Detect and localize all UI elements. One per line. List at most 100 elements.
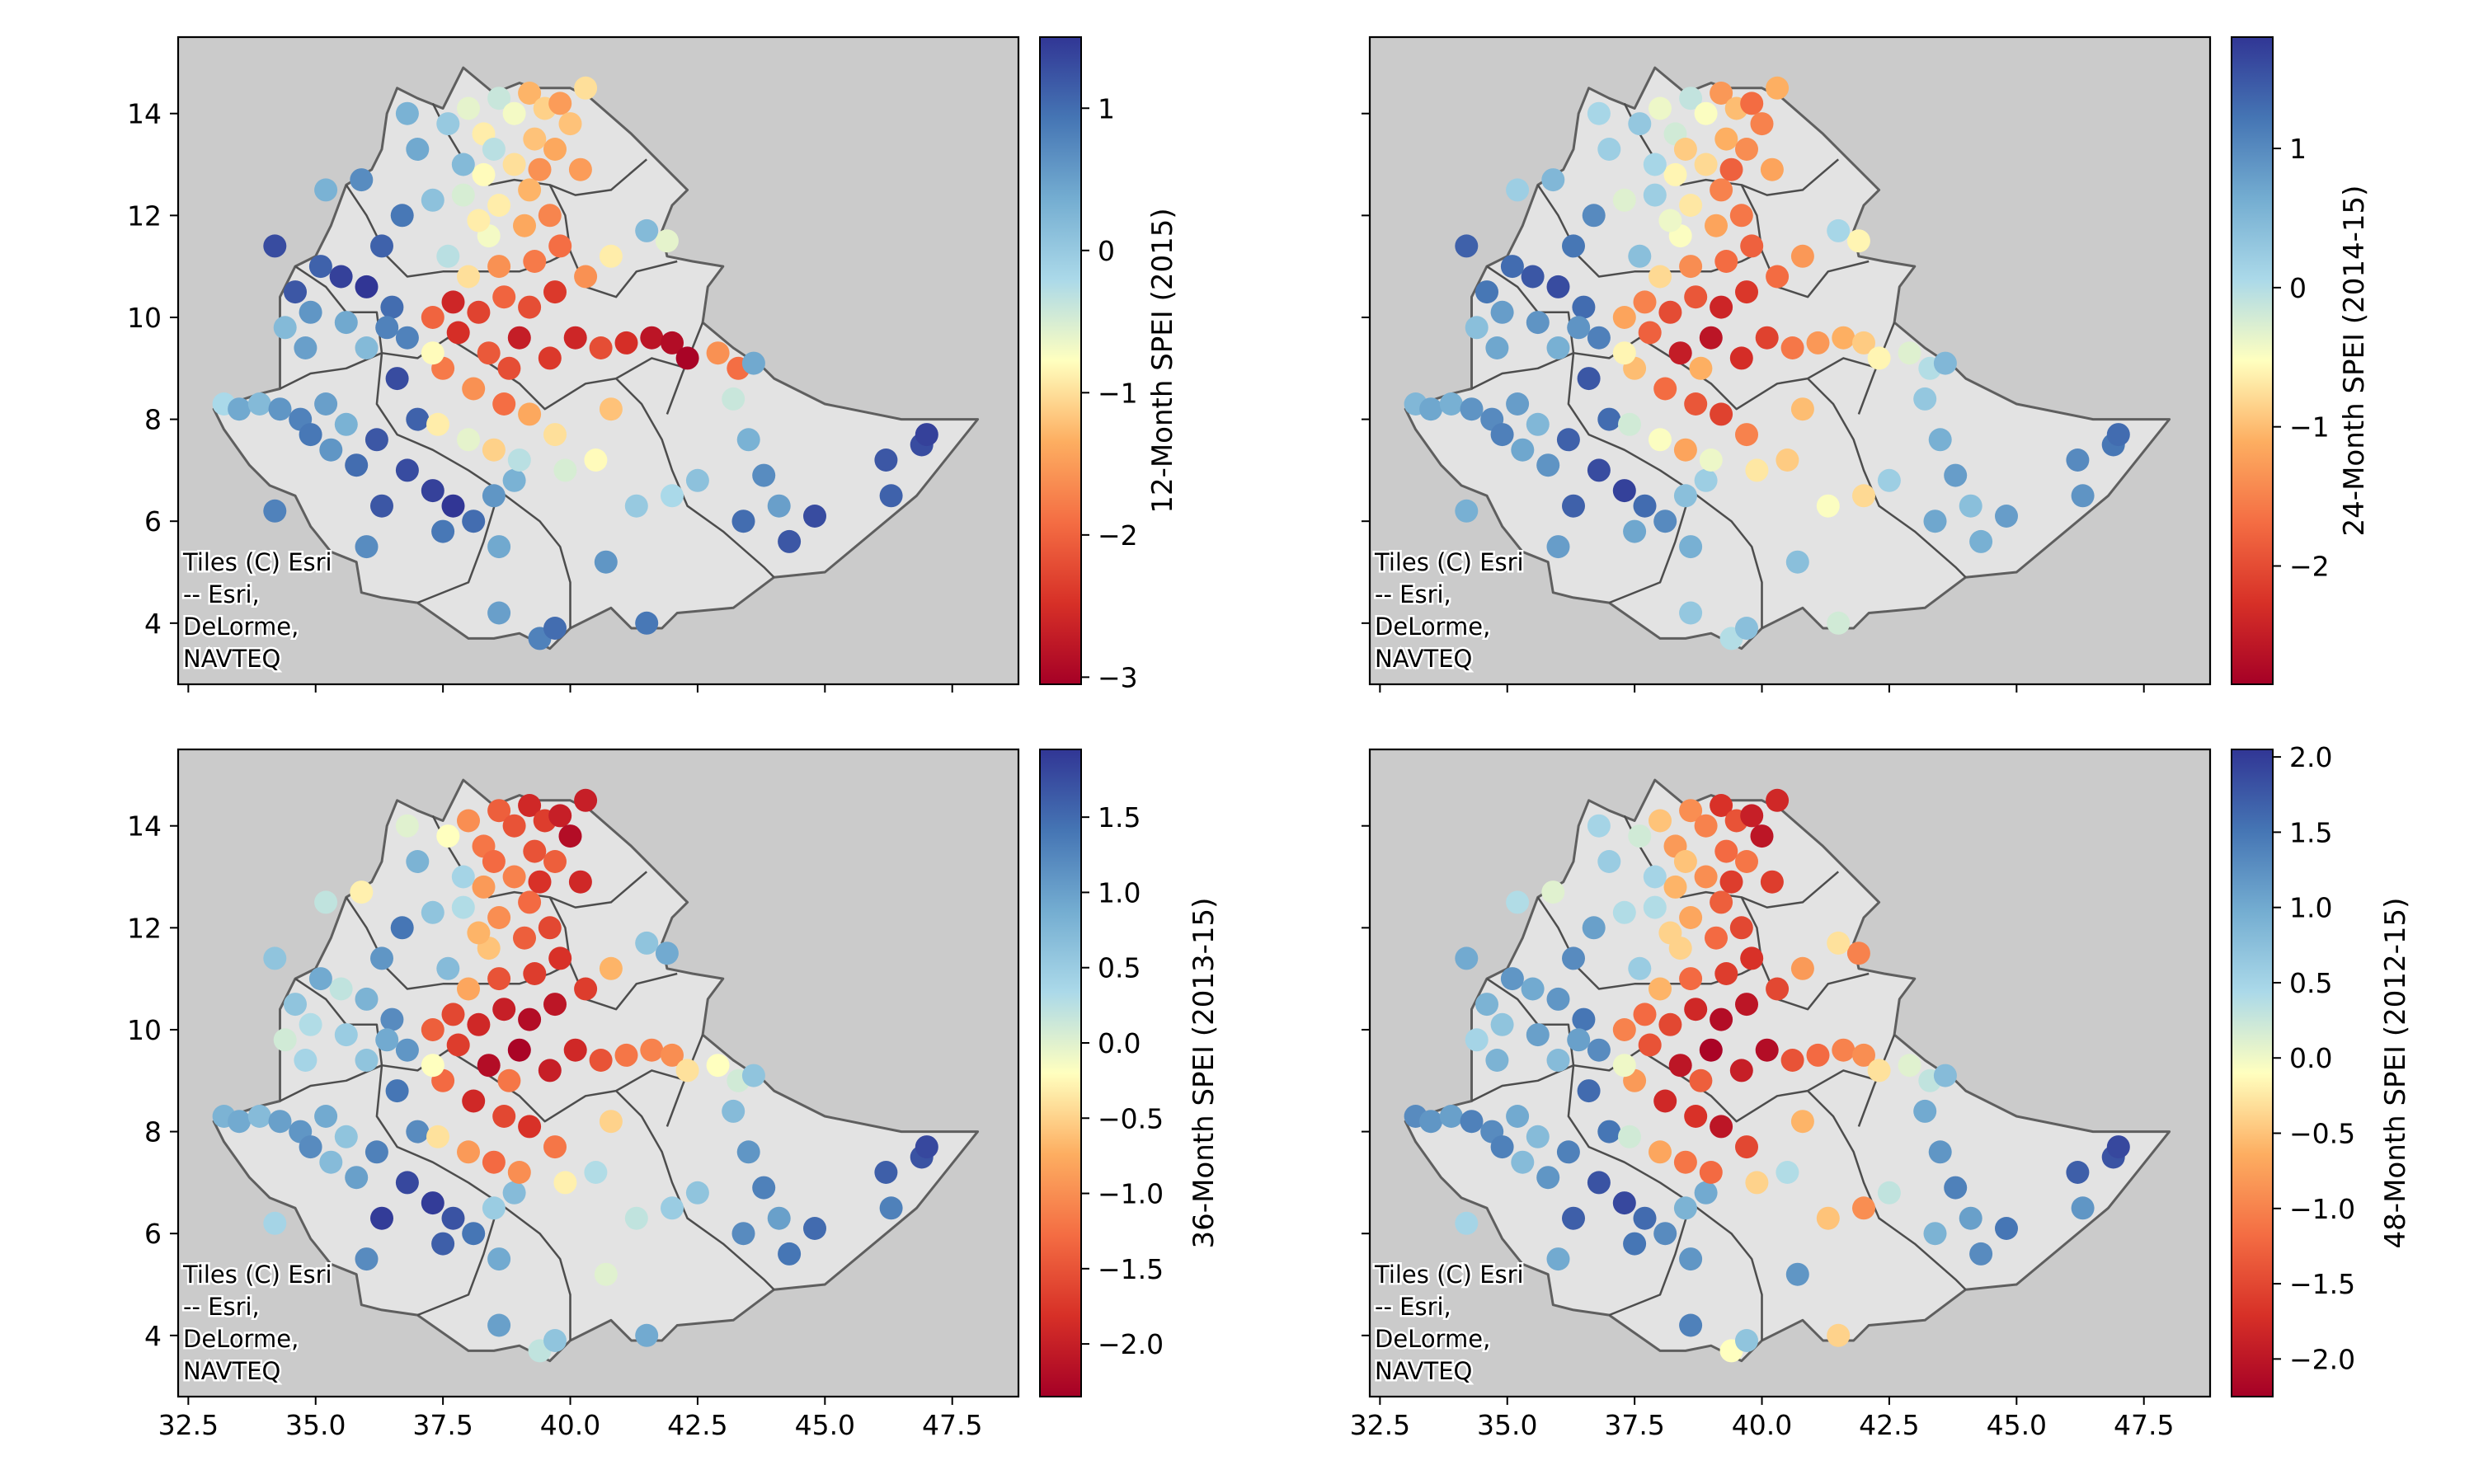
- station-point: [451, 865, 475, 889]
- colorbar-tick-label: 0: [1098, 235, 1115, 267]
- attribution-line: NAVTEQ: [183, 645, 280, 673]
- colorbar-tick-label: −1.5: [1098, 1253, 1164, 1285]
- station-point: [1852, 1196, 1875, 1220]
- x-tick-label: 40.0: [540, 1409, 600, 1441]
- station-point: [879, 484, 903, 508]
- station-point: [1562, 494, 1585, 518]
- station-point: [457, 265, 480, 289]
- station-point: [441, 290, 465, 314]
- station-point: [319, 438, 343, 462]
- station-point: [502, 1181, 526, 1205]
- station-point: [1628, 244, 1652, 268]
- station-point: [1475, 280, 1498, 304]
- station-point: [1959, 1206, 1982, 1230]
- station-point: [1710, 794, 1733, 817]
- station-point: [472, 162, 496, 186]
- station-point: [365, 428, 388, 452]
- station-point: [482, 484, 506, 508]
- station-point: [915, 423, 938, 447]
- station-point: [803, 505, 826, 528]
- station-point: [477, 1054, 501, 1078]
- station-point: [736, 1140, 760, 1164]
- station-point: [548, 92, 572, 115]
- station-point: [462, 1222, 486, 1246]
- station-point: [1587, 101, 1611, 125]
- station-point: [538, 204, 562, 228]
- colorbar-label: 36-Month SPEI (2013-15): [1188, 898, 1221, 1249]
- station-point: [624, 494, 648, 518]
- station-point: [1729, 1059, 1753, 1082]
- station-point: [553, 458, 577, 482]
- station-point: [1633, 1003, 1657, 1026]
- station-point: [482, 1196, 506, 1220]
- x-tick-label: 37.5: [1604, 1409, 1664, 1441]
- station-point: [1806, 331, 1830, 355]
- station-point: [1699, 1161, 1723, 1184]
- station-point: [1735, 280, 1758, 304]
- y-tick-label: 14: [127, 810, 162, 843]
- station-point: [538, 916, 562, 940]
- station-point: [268, 1110, 292, 1134]
- station-point: [380, 295, 404, 319]
- colorbar-label: 12-Month SPEI (2015): [1146, 208, 1179, 513]
- panels: Tiles (C) Esri Tiles (C) Esri -- Esri, -- E…: [127, 35, 2412, 1441]
- station-point: [355, 275, 379, 298]
- station-point: [390, 204, 414, 228]
- station-point: [1490, 1012, 1514, 1036]
- station-point: [513, 926, 536, 950]
- colorbar-tick-label: −0.5: [1098, 1102, 1164, 1134]
- station-point: [523, 127, 547, 151]
- station-point: [778, 1242, 802, 1266]
- station-point: [1511, 1150, 1535, 1174]
- station-point: [457, 96, 480, 120]
- station-point: [390, 916, 414, 940]
- station-point: [1521, 977, 1545, 1001]
- station-point: [457, 428, 480, 452]
- station-point: [421, 1191, 444, 1215]
- station-point: [1729, 204, 1753, 228]
- station-point: [1465, 1028, 1489, 1052]
- station-point: [421, 188, 444, 212]
- station-point: [1638, 1033, 1662, 1057]
- station-point: [502, 468, 526, 492]
- station-point: [1898, 341, 1921, 365]
- attribution-line: NAVTEQ: [1375, 1357, 1472, 1385]
- station-point: [1852, 331, 1875, 355]
- station-point: [1745, 458, 1769, 482]
- station-point: [752, 463, 776, 487]
- station-point: [543, 850, 567, 873]
- station-point: [584, 448, 608, 472]
- attribution-line: DeLorme,: [1375, 613, 1490, 641]
- colorbar-tick-label: −1.0: [1098, 1178, 1164, 1210]
- station-point: [1633, 1206, 1657, 1230]
- station-point: [1816, 494, 1840, 518]
- station-point: [518, 178, 542, 202]
- station-point: [574, 265, 598, 289]
- station-point: [1740, 804, 1764, 828]
- station-point: [1668, 1054, 1692, 1078]
- station-point: [1628, 956, 1652, 980]
- station-point: [1475, 993, 1498, 1017]
- station-point: [1658, 1012, 1682, 1036]
- station-point: [538, 1059, 562, 1082]
- attribution-line: -- Esri,: [1375, 580, 1451, 608]
- station-point: [1785, 1262, 1809, 1286]
- station-point: [2106, 423, 2130, 447]
- station-point: [1832, 1038, 1856, 1062]
- station-point: [518, 295, 542, 319]
- station-point: [1735, 138, 1758, 161]
- station-point: [2066, 448, 2090, 472]
- station-point: [462, 1089, 486, 1113]
- station-point: [273, 316, 297, 340]
- station-point: [1679, 967, 1703, 991]
- station-point: [1729, 916, 1753, 940]
- station-point: [314, 178, 338, 202]
- station-point: [635, 1323, 659, 1347]
- station-point: [1679, 1313, 1703, 1337]
- station-point: [507, 326, 531, 350]
- station-point: [426, 1125, 449, 1148]
- attribution-line: Tiles (C) Esri: [182, 548, 332, 576]
- station-point: [1485, 336, 1509, 359]
